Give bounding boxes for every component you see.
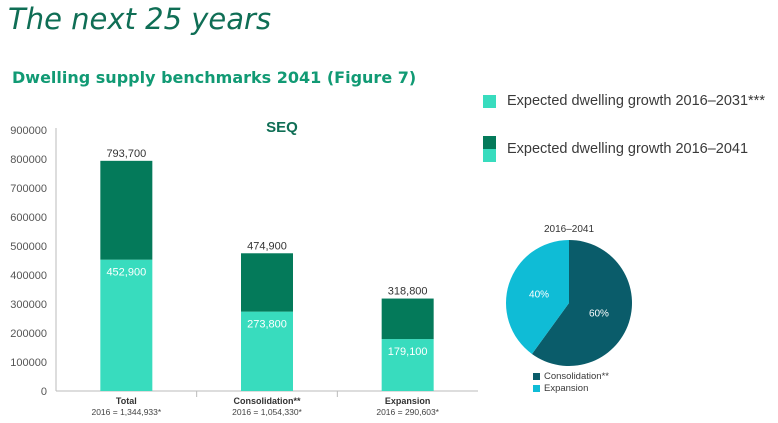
pie-label-consolidation: 60%	[589, 309, 609, 320]
y-tick-label-4: 400000	[10, 270, 47, 282]
x-tick-note-consolidation: 2016 = 1,054,330*	[232, 407, 302, 417]
y-tick-label-6: 600000	[10, 212, 47, 224]
bar-2031-consolidation	[241, 311, 293, 391]
y-tick-label-7: 700000	[10, 183, 47, 195]
x-tick-label-expansion: Expansion	[385, 396, 431, 406]
bar-total-label-consolidation: 474,900	[247, 240, 287, 252]
y-tick-label-2: 200000	[10, 328, 47, 340]
figure-title: Dwelling supply benchmarks 2041 (Figure …	[12, 68, 417, 87]
x-tick-note-total: 2016 = 1,344,933*	[91, 407, 161, 417]
y-tick-label-0: 0	[41, 386, 47, 398]
bar-label-2031-total: 452,900	[106, 267, 146, 279]
pie-legend-expansion: Expansion	[533, 382, 609, 394]
pie-legend-label-expansion: Expansion	[544, 382, 589, 394]
y-tick-label-8: 800000	[10, 154, 47, 166]
bar-total-label-expansion: 318,800	[388, 286, 428, 298]
page-title: The next 25 years	[8, 2, 272, 36]
y-tick-label-3: 300000	[10, 299, 47, 311]
pie-label-expansion: 40%	[529, 289, 549, 300]
pie-legend-swatch-expansion	[533, 384, 540, 392]
bar-total-label-total: 793,700	[106, 148, 146, 160]
x-tick-note-expansion: 2016 = 290,603*	[376, 407, 439, 417]
bar-2031-expansion	[381, 339, 434, 391]
pie-legend: Consolidation** Expansion	[533, 370, 609, 394]
pie-title: 2016–2041	[544, 224, 594, 235]
bar-2031-total	[100, 259, 153, 391]
x-tick-label-consolidation: Consolidation**	[234, 396, 301, 406]
pie-slice-expansion	[506, 240, 569, 354]
bar-label-2031-consolidation: 273,800	[247, 319, 287, 331]
pie-legend-consolidation: Consolidation**	[533, 370, 609, 382]
y-tick-label-9: 900000	[10, 125, 47, 137]
bar-2041-expansion	[381, 298, 434, 340]
y-tick-label-1: 100000	[10, 357, 47, 369]
pie-legend-label-consolidation: Consolidation**	[544, 370, 609, 382]
bar-2041-total	[100, 160, 153, 260]
x-tick-label-total: Total	[116, 396, 137, 406]
bar-2041-consolidation	[241, 253, 293, 312]
legend-label-2041: Expected dwelling growth 2016–2041	[507, 141, 749, 157]
legend-swatch-2041	[483, 136, 496, 162]
bar-label-2031-expansion: 179,100	[388, 346, 428, 358]
pie-slice-consolidation	[531, 240, 632, 366]
pie-legend-swatch-consolidation	[533, 372, 540, 380]
y-tick-label-5: 500000	[10, 241, 47, 253]
legend-label-2031: Expected dwelling growth 2016–2031***	[507, 93, 765, 109]
chart-title: SEQ	[266, 119, 298, 136]
legend-swatch-2031	[483, 95, 496, 108]
